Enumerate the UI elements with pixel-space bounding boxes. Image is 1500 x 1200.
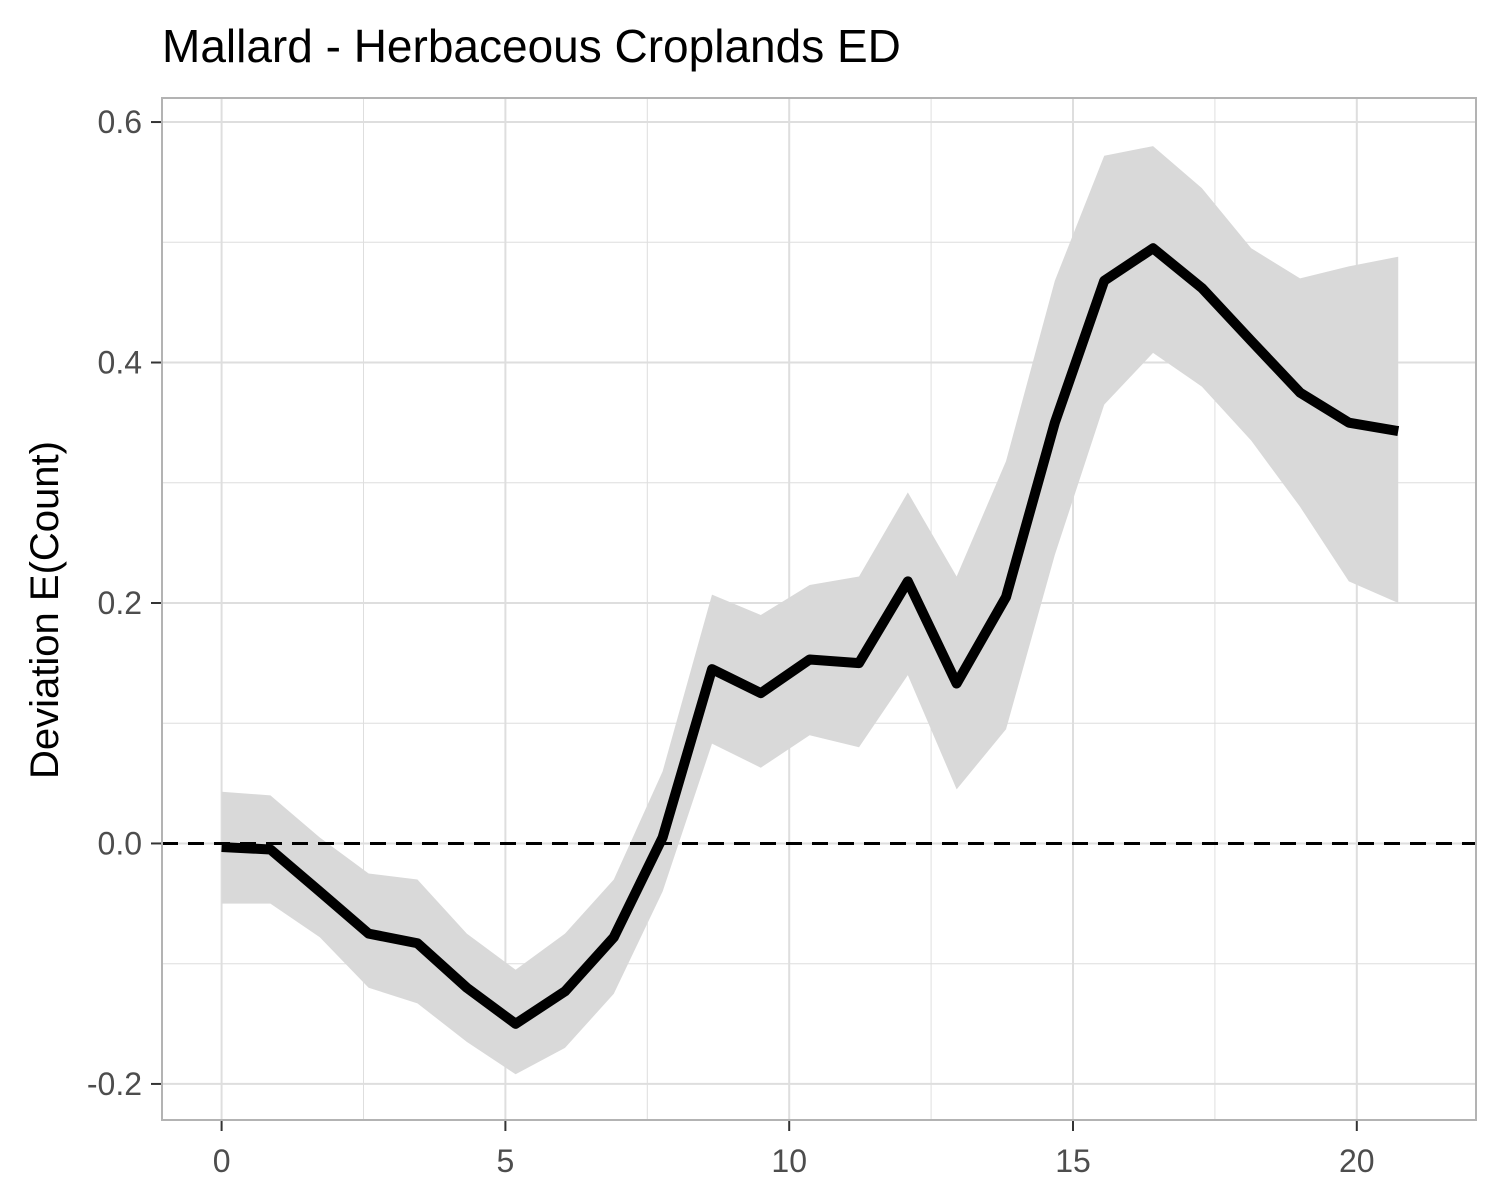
x-tick-label: 10 bbox=[771, 1143, 807, 1179]
x-tick-label: 15 bbox=[1055, 1143, 1091, 1179]
x-tick-label: 5 bbox=[497, 1143, 515, 1179]
y-tick-label: 0.4 bbox=[98, 345, 142, 381]
plot-panel-border bbox=[161, 97, 1477, 1121]
y-tick-label: 0.6 bbox=[98, 104, 142, 140]
axis-ticks: 0 5 10 15 20 -0.2 0.0 0.2 0.4 0.6 bbox=[87, 104, 1375, 1179]
y-tick-label: 0.2 bbox=[98, 585, 142, 621]
series-line bbox=[221, 243, 1400, 1029]
y-axis-label: Deviation E(Count) bbox=[23, 441, 67, 779]
y-tick-label: -0.2 bbox=[87, 1066, 142, 1102]
x-tick-label: 20 bbox=[1339, 1143, 1375, 1179]
confidence-ribbon bbox=[221, 146, 1399, 1075]
confidence-ribbon-layer bbox=[221, 146, 1399, 1075]
x-tick-label: 0 bbox=[213, 1143, 231, 1179]
chart-title: Mallard - Herbaceous Croplands ED bbox=[162, 20, 901, 72]
y-tick-label: 0.0 bbox=[98, 825, 142, 861]
series-line-layer bbox=[221, 243, 1400, 1029]
